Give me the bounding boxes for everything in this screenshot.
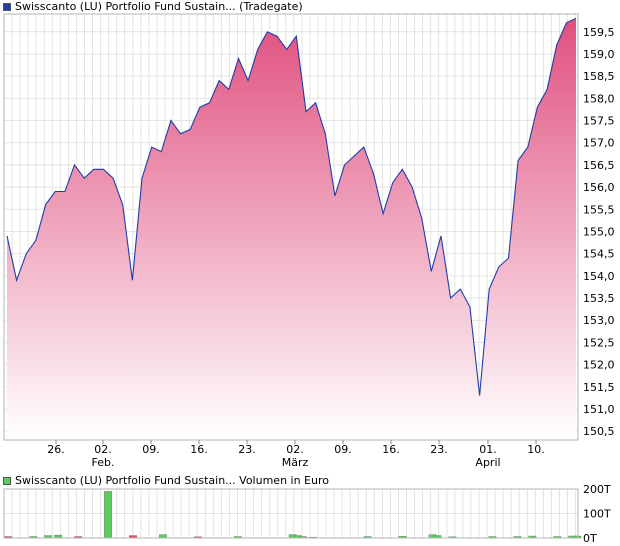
price-y-tick-label: 153,5 (583, 292, 615, 305)
price-x-tick-day: 01. (479, 443, 497, 456)
price-y-tick-label: 159,0 (583, 48, 615, 61)
price-x-tick-month: April (475, 456, 500, 469)
price-y-tick-label: 151,5 (583, 381, 615, 394)
price-y-tick-label: 152,5 (583, 336, 615, 349)
volume-legend-swatch (3, 476, 11, 485)
price-plot-frame (3, 13, 579, 441)
price-area (7, 18, 576, 441)
price-y-tick-label: 157,5 (583, 115, 615, 128)
price-y-tick-label: 157,0 (583, 137, 615, 150)
volume-legend: Swisscanto (LU) Portfolio Fund Sustain..… (3, 474, 329, 487)
price-y-tick-label: 156,0 (583, 181, 615, 194)
price-y-tick-label: 150,5 (583, 425, 615, 438)
price-line (6, 17, 577, 396)
price-y-tick-label: 158,0 (583, 92, 615, 105)
price-y-tick-label: 155,0 (583, 225, 615, 238)
price-y-tick-label: 152,0 (583, 359, 615, 372)
price-x-tick-day: 23. (238, 443, 256, 456)
price-y-tick-label: 153,0 (583, 314, 615, 327)
price-y-tick-label: 154,5 (583, 248, 615, 261)
price-x-tick-day: 09. (142, 443, 160, 456)
price-y-tick-label: 158,5 (583, 70, 615, 83)
price-y-tick-label: 151,0 (583, 403, 615, 416)
volume-plot-frame (3, 488, 579, 539)
price-x-tick-month: Feb. (92, 456, 115, 469)
volume-legend-title: Swisscanto (LU) Portfolio Fund Sustain..… (15, 474, 329, 487)
volume-y-tick-label: 200T (583, 483, 611, 496)
price-y-tick-label: 159,5 (583, 26, 615, 39)
price-x-tick-day: 02. (94, 443, 112, 456)
price-x-tick-day: 02. (286, 443, 304, 456)
price-x-tick-day: 09. (334, 443, 352, 456)
price-x-tick-day: 16. (190, 443, 208, 456)
price-y-tick-label: 155,5 (583, 203, 615, 216)
price-x-tick-month: März (282, 456, 309, 469)
price-x-tick-day: 10. (527, 443, 545, 456)
price-legend: Swisscanto (LU) Portfolio Fund Sustain..… (3, 0, 303, 13)
price-y-tick-label: 154,0 (583, 270, 615, 283)
volume-bar (104, 491, 113, 539)
price-legend-title: Swisscanto (LU) Portfolio Fund Sustain..… (15, 0, 303, 13)
price-x-tick-day: 26. (47, 443, 65, 456)
volume-bar (158, 534, 167, 539)
volume-y-tick-label: 0T (583, 532, 597, 545)
price-x-tick-day: 16. (382, 443, 400, 456)
price-x-tick-day: 23. (430, 443, 448, 456)
price-legend-swatch (3, 2, 11, 11)
volume-y-tick-label: 100T (583, 508, 611, 521)
price-y-tick-label: 156,5 (583, 159, 615, 172)
